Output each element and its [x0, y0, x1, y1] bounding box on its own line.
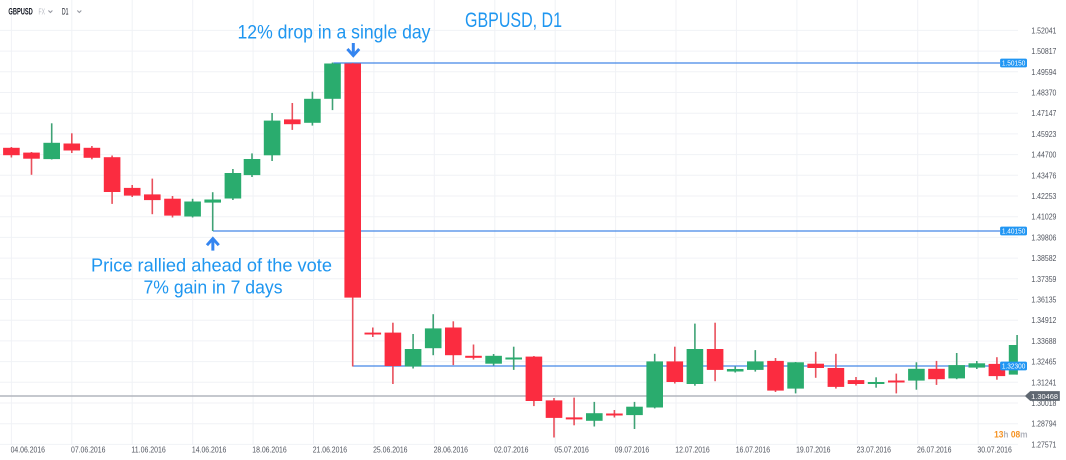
- svg-text:19.07.2016: 19.07.2016: [796, 445, 831, 454]
- svg-text:1.37359: 1.37359: [1031, 275, 1056, 284]
- svg-text:28.06.2016: 28.06.2016: [434, 445, 469, 454]
- svg-text:D1: D1: [62, 6, 69, 16]
- svg-text:12% drop in a single day: 12% drop in a single day: [238, 23, 431, 44]
- svg-text:1.32465: 1.32465: [1031, 358, 1056, 367]
- svg-text:7% gain in 7 days: 7% gain in 7 days: [144, 277, 283, 298]
- svg-text:11.06.2016: 11.06.2016: [131, 445, 166, 454]
- svg-text:1.36135: 1.36135: [1031, 296, 1056, 305]
- svg-text:05.07.2016: 05.07.2016: [554, 445, 589, 454]
- svg-text:1.47147: 1.47147: [1031, 109, 1056, 118]
- svg-text:25.06.2016: 25.06.2016: [373, 445, 408, 454]
- svg-text:1.27571: 1.27571: [1031, 440, 1056, 449]
- svg-text:1.52041: 1.52041: [1031, 26, 1056, 35]
- svg-text:GBPUSD, D1: GBPUSD, D1: [465, 9, 562, 32]
- svg-text:02.07.2016: 02.07.2016: [494, 445, 529, 454]
- svg-text:1.38582: 1.38582: [1031, 254, 1056, 263]
- svg-text:1.41029: 1.41029: [1031, 213, 1056, 222]
- svg-text:FX: FX: [39, 7, 46, 16]
- svg-text:12.07.2016: 12.07.2016: [675, 445, 710, 454]
- svg-text:GBPUSD: GBPUSD: [8, 6, 33, 16]
- svg-text:1.50150: 1.50150: [1002, 61, 1026, 68]
- svg-text:23.07.2016: 23.07.2016: [857, 445, 892, 454]
- svg-text:1.49594: 1.49594: [1031, 68, 1056, 77]
- svg-text:1.39806: 1.39806: [1031, 233, 1056, 242]
- svg-text:1.45923: 1.45923: [1031, 130, 1056, 139]
- svg-text:1.42253: 1.42253: [1031, 192, 1056, 201]
- svg-text:13h 08m: 13h 08m: [994, 430, 1028, 440]
- svg-text:1.32300: 1.32300: [1002, 364, 1026, 371]
- svg-text:14.06.2016: 14.06.2016: [192, 445, 227, 454]
- svg-text:1.30018: 1.30018: [1031, 399, 1056, 408]
- svg-text:09.07.2016: 09.07.2016: [615, 445, 650, 454]
- svg-text:26.07.2016: 26.07.2016: [917, 445, 952, 454]
- svg-text:18.06.2016: 18.06.2016: [252, 445, 287, 454]
- svg-text:1.48370: 1.48370: [1031, 89, 1056, 98]
- svg-text:1.33688: 1.33688: [1031, 337, 1056, 346]
- svg-text:1.34912: 1.34912: [1031, 316, 1056, 325]
- svg-text:07.06.2016: 07.06.2016: [71, 445, 106, 454]
- svg-text:1.44700: 1.44700: [1031, 151, 1056, 160]
- svg-text:04.06.2016: 04.06.2016: [11, 445, 46, 454]
- svg-text:30.07.2016: 30.07.2016: [977, 445, 1012, 454]
- svg-text:16.07.2016: 16.07.2016: [736, 445, 771, 454]
- svg-text:1.43476: 1.43476: [1031, 171, 1056, 180]
- svg-text:1.40150: 1.40150: [1002, 229, 1026, 236]
- svg-text:1.30468: 1.30468: [1031, 392, 1058, 401]
- svg-text:Price rallied ahead of the vot: Price rallied ahead of the vote: [91, 255, 332, 276]
- svg-text:21.06.2016: 21.06.2016: [313, 445, 348, 454]
- svg-text:1.50817: 1.50817: [1031, 47, 1056, 56]
- svg-text:1.31241: 1.31241: [1031, 378, 1056, 387]
- svg-text:1.28794: 1.28794: [1031, 420, 1056, 429]
